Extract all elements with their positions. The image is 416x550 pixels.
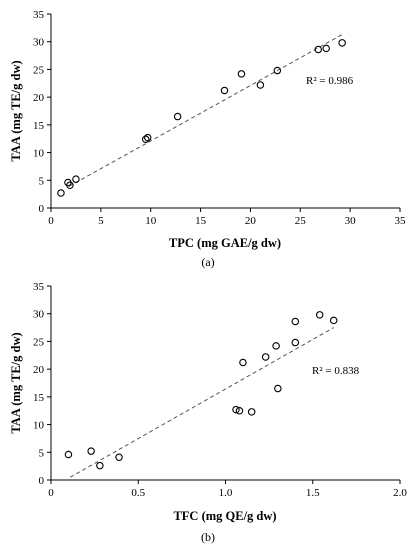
plot-area-b: 0 0.5 1.0 1.5 2.0 0 5 10 15 20 25 30 35 R² = 0.838 [33,281,407,499]
data-point-a [256,81,265,89]
y-tick-label-a: 30 [33,37,45,49]
data-point-a [72,175,80,183]
r-squared-label-b: R² = 0.838 [312,365,360,377]
y-tick-label-b: 5 [39,447,45,459]
data-point-b [235,406,244,415]
x-tick-label-a: 30 [345,215,357,227]
x-tick-label-a: 25 [295,215,307,227]
data-point-b [291,338,300,347]
y-axis-title-a: TAA (mg TE/g dw) [9,60,23,161]
trendline-b [69,327,334,478]
panel-label-b: (b) [201,530,215,544]
x-tick-label-a: 20 [245,215,257,227]
data-point-b [261,353,270,361]
y-tick-label-a: 0 [39,203,45,215]
data-point-a [220,86,229,95]
data-point-b [232,405,240,414]
data-point-a [322,44,330,53]
x-tick-label-b: 1.5 [306,487,320,499]
y-tick-label-a: 25 [33,64,45,76]
data-point-b [64,450,73,459]
x-tick-label-b: 2.0 [393,487,407,499]
y-tick-label-b: 35 [33,281,45,293]
data-point-b [291,317,300,326]
y-tick-label-a: 35 [33,9,45,21]
data-point-b [96,461,104,470]
data-point-a [273,66,282,75]
x-tick-label-a: 35 [395,215,407,227]
y-tick-label-b: 10 [33,420,45,432]
y-tick-label-a: 5 [39,175,45,187]
panel-label-a: (a) [201,255,214,269]
y-tick-label-b: 15 [33,392,45,404]
x-ticks-b: 0 0.5 1.0 1.5 2.0 [48,480,407,499]
data-point-a [237,70,246,78]
y-tick-label-a: 10 [33,148,45,160]
data-point-a [66,181,74,190]
x-axis-title-b: TFC (mg QE/g dw) [173,509,276,523]
x-tick-label-a: 5 [98,215,104,227]
y-tick-label-b: 25 [33,336,45,348]
y-tick-label-a: 20 [33,92,45,104]
data-point-a [338,39,346,47]
data-point-b [247,408,256,416]
data-point-b [87,447,95,455]
y-ticks-a: 0 5 10 15 20 25 30 35 [33,9,51,215]
y-tick-label-b: 0 [39,475,45,487]
scatter-chart-a: 0 5 10 15 20 25 30 35 0 5 10 15 20 25 30 35 R² = 0.986… [9,9,406,269]
y-ticks-b: 0 5 10 15 20 25 30 35 [33,281,51,487]
x-tick-label-b: 0.5 [131,487,145,499]
x-tick-label-a: 0 [48,215,54,227]
y-tick-label-b: 30 [33,309,45,321]
data-point-a [143,133,152,142]
data-points-a [57,39,346,197]
x-tick-label-b: 0 [48,487,54,499]
data-point-b [115,453,123,462]
plot-area-a: 0 5 10 15 20 25 30 35 0 5 10 15 20 25 30 35 R² = 0.986 [33,9,406,227]
y-axis-title-b: TAA (mg TE/g dw) [9,332,23,433]
data-point-a [141,135,150,144]
x-tick-label-a: 10 [145,215,157,227]
data-point-b [274,384,282,393]
x-tick-label-b: 1.0 [219,487,233,499]
x-ticks-a: 0 5 10 15 20 25 30 35 [48,208,406,227]
data-point-b [329,316,338,325]
trendline-a [68,34,343,187]
data-point-b [272,342,280,350]
y-tick-label-a: 15 [33,120,45,132]
x-tick-label-a: 15 [195,215,207,227]
x-axis-title-a: TPC (mg GAE/g dw) [169,236,281,250]
data-point-b [315,311,324,319]
data-points-b [64,311,338,470]
data-point-b [239,358,247,367]
data-point-a [57,189,65,197]
data-point-a [173,112,182,121]
r-squared-label-a: R² = 0.986 [306,75,354,87]
y-tick-label-b: 20 [33,364,45,376]
data-point-a [314,45,322,54]
